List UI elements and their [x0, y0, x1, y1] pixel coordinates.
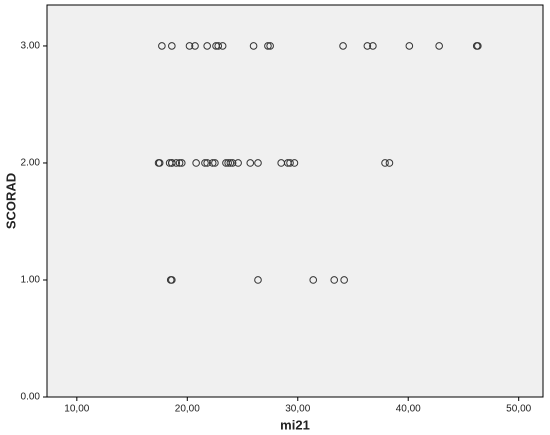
- point: [435, 42, 443, 50]
- point: [234, 159, 242, 167]
- point: [201, 159, 209, 167]
- point: [286, 159, 294, 167]
- point: [214, 42, 223, 50]
- point: [155, 159, 164, 167]
- point: [168, 276, 176, 284]
- point: [185, 42, 194, 50]
- point: [405, 42, 414, 50]
- point: [309, 276, 318, 284]
- y-tick-label: 0.00: [21, 392, 41, 403]
- point: [208, 159, 217, 167]
- point: [369, 42, 377, 50]
- y-axis-title: SCORAD: [3, 173, 18, 229]
- point: [254, 159, 262, 167]
- point: [203, 159, 211, 167]
- point: [381, 159, 389, 167]
- point: [226, 159, 235, 167]
- point: [330, 276, 339, 284]
- point: [385, 159, 394, 167]
- point: [211, 159, 219, 167]
- point: [168, 159, 176, 167]
- point: [192, 159, 200, 167]
- point: [177, 159, 186, 167]
- point: [266, 42, 274, 50]
- point: [340, 276, 348, 284]
- x-tick-label: 10,00: [64, 404, 89, 415]
- point: [172, 159, 181, 167]
- x-tick-label: 50,00: [506, 404, 531, 415]
- point: [158, 42, 166, 50]
- point: [218, 42, 227, 50]
- point: [254, 276, 262, 284]
- x-tick-label: 40,00: [396, 404, 421, 415]
- plot-area: [46, 4, 544, 398]
- y-tick-label: 3.00: [21, 41, 41, 52]
- point: [264, 42, 272, 50]
- x-tick-label: 20,00: [175, 404, 200, 415]
- y-tick-label: 1.00: [21, 275, 41, 286]
- point: [339, 42, 347, 50]
- point: [363, 42, 372, 50]
- y-tick-label: 2.00: [21, 158, 41, 169]
- point: [474, 42, 482, 50]
- point: [228, 159, 237, 167]
- x-tick-label: 30,00: [285, 404, 310, 415]
- point: [249, 42, 258, 50]
- point: [246, 159, 255, 167]
- point: [168, 42, 176, 50]
- point: [224, 159, 232, 167]
- x-axis-title: mi21: [280, 417, 310, 432]
- point: [203, 42, 211, 50]
- point: [175, 159, 184, 167]
- point: [191, 42, 199, 50]
- point: [290, 159, 299, 167]
